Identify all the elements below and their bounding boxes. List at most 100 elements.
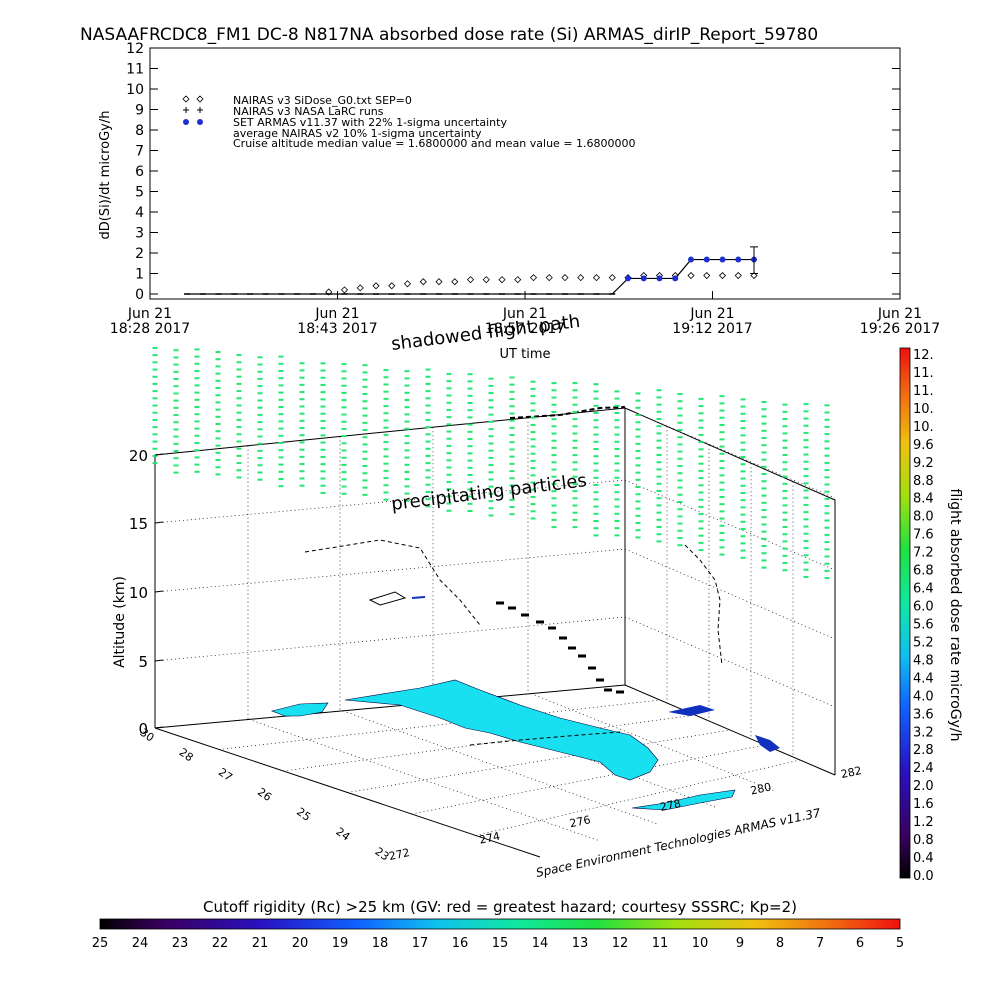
nairas-point <box>466 276 475 284</box>
legend-entry: average NAIRAS v2 10% 1-sigma uncertaint… <box>233 127 482 140</box>
armas-point <box>656 275 663 282</box>
x-tick-label: 19:26 2017 <box>860 321 940 337</box>
colorbar-tick-label: 3.6 <box>913 707 934 722</box>
colorbar-tick-label: 9 <box>736 936 744 951</box>
y-tick-label: 11 <box>126 62 144 78</box>
flight-track-segment <box>588 666 596 670</box>
land-mass <box>344 679 659 781</box>
colorbar-tick-label: 8.0 <box>913 510 934 525</box>
lon-ticks: 272 274 276 278 280 282 <box>388 764 863 863</box>
colorbar-tick-label: 4.4 <box>913 671 934 686</box>
z-tick <box>154 521 164 524</box>
colorbar-tick-label: 0.0 <box>913 869 934 884</box>
z-tick <box>154 453 164 456</box>
y-axis-label: dD(Si)/dt microGy/h <box>98 111 113 240</box>
colorbar-tick-label: 24 <box>132 936 149 951</box>
colorbar-tick-label: 2.4 <box>913 761 934 776</box>
colorbar-tick-label: 5.2 <box>913 635 934 650</box>
colorbar-tick-label: 8.4 <box>913 492 934 507</box>
flight-track-segment <box>616 690 624 694</box>
armas-point <box>672 275 679 282</box>
right-colorbar: 12. 11. 11. 10. 10. 9.6 9.2 8.8 8.4 8.0 7.6 7.2 6.8 6… <box>899 347 963 884</box>
x-tick-label: Jun 21 <box>314 306 359 322</box>
armas-point <box>735 256 742 263</box>
plot-frame <box>149 47 901 300</box>
flight-track <box>496 601 624 694</box>
colorbar-tick-label: 10. <box>913 420 934 435</box>
grid-line <box>624 616 836 708</box>
colorbar-tick-label: 5 <box>896 936 904 951</box>
land-mass <box>755 735 780 752</box>
colorbar-tick-label: 15 <box>492 936 509 951</box>
grid-line <box>411 744 766 815</box>
colorbar-tick-label: 10. <box>913 402 934 417</box>
colorbar-tick-label: 4.8 <box>913 653 934 668</box>
nairas-point <box>529 274 538 282</box>
z-tick <box>154 726 164 729</box>
nairas-point <box>340 286 349 294</box>
land-mass <box>631 789 736 811</box>
legend-marker-diamond <box>182 95 204 103</box>
flight-track-segment <box>508 606 516 610</box>
flight-track-segment <box>596 678 604 682</box>
nairas-point <box>325 288 333 296</box>
colorbar-ramp <box>99 918 901 930</box>
colorbar-tick-label: 1.2 <box>913 815 934 830</box>
nairas-point <box>451 278 459 286</box>
colorbar-tick-label: 3.2 <box>913 725 934 740</box>
colorbar-tick-label: 23 <box>172 936 189 951</box>
y-tick-label: 1 <box>135 267 144 283</box>
x-tick-label: 18:43 2017 <box>297 321 377 337</box>
colorbar-tick-label: 8.8 <box>913 474 934 489</box>
lon-tick-label: 274 <box>478 830 501 847</box>
colorbar-tick-label: 6.4 <box>913 582 934 597</box>
lon-tick-label: 282 <box>840 764 863 781</box>
x-axis-label: UT time <box>500 347 551 362</box>
nairas-point <box>734 271 742 280</box>
y-tick-label: 2 <box>135 246 144 262</box>
lat-tick-label: 26 <box>255 785 274 804</box>
region-marker <box>368 591 407 606</box>
z-tick <box>154 659 164 662</box>
land-mass <box>271 702 329 717</box>
y-tick-label: 7 <box>135 144 144 160</box>
nairas-point <box>356 284 364 292</box>
x-tick-label: 19:12 2017 <box>672 321 752 337</box>
nairas-point <box>372 282 380 290</box>
y-tick-label: 8 <box>135 123 144 139</box>
flight-track-segment <box>536 620 544 624</box>
nairas-point <box>514 276 522 284</box>
lat-tick-label: 25 <box>294 805 313 824</box>
colorbar-tick-label: 17 <box>412 936 429 951</box>
x-tick-label: Jun 21 <box>877 306 922 322</box>
colorbar-tick-label: 12. <box>913 348 934 363</box>
armas-point <box>625 275 631 282</box>
lat-tick-label: 27 <box>216 765 235 784</box>
lat-tick-label: 28 <box>177 746 196 765</box>
lon-tick-label: 272 <box>388 846 411 863</box>
armas-point <box>640 275 647 282</box>
grid-line <box>154 548 626 593</box>
y-tick-label: 4 <box>135 205 144 221</box>
colorbar-ramp <box>899 347 911 879</box>
legend-entry: NAIRAS v3 SiDose_G0.txt SEP=0 <box>233 94 412 107</box>
colorbar-tick-label: 0.4 <box>913 851 934 866</box>
colorbar-tick-label: 0.8 <box>913 833 934 848</box>
legend-marker-dot <box>183 119 203 125</box>
region-marker <box>411 596 426 599</box>
legend-entry: Cruise altitude median value = 1.6800000… <box>233 137 636 150</box>
x-tick-label: 18:57 2017 <box>485 321 565 337</box>
nairas-point <box>561 274 569 282</box>
z-tick-label: 5 <box>138 653 148 671</box>
x-tick-label: Jun 21 <box>127 306 172 322</box>
x-tick-label: Jun 21 <box>502 306 547 322</box>
colorbar-tick-label: 6.8 <box>913 564 934 579</box>
colorbar-tick-label: 4.0 <box>913 689 934 704</box>
flight-track-segment <box>578 654 586 658</box>
lon-tick-label: 276 <box>568 813 591 830</box>
colorbar-tick-label: 9.2 <box>913 456 934 471</box>
flight-track-shadow <box>304 539 621 746</box>
